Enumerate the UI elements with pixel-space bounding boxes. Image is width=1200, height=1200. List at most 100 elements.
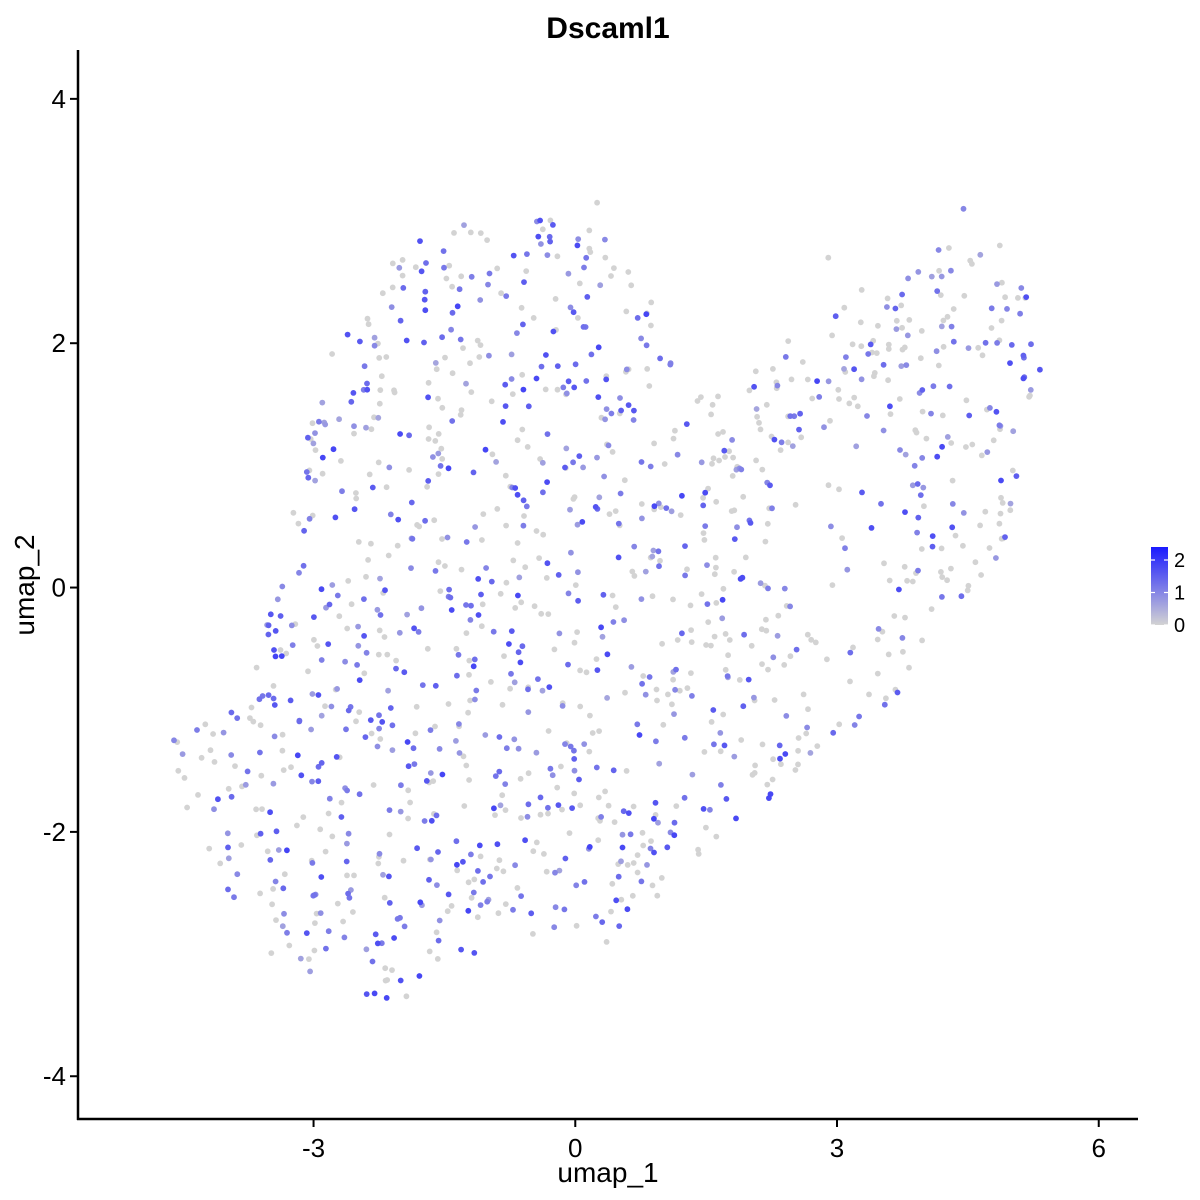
y-tick-label: -2 (43, 817, 66, 847)
cell-point (545, 804, 551, 811)
cell-point (649, 593, 656, 600)
cell-point (718, 782, 724, 788)
cell-point (407, 799, 413, 806)
cell-point (494, 841, 501, 848)
cell-point (433, 929, 440, 936)
cell-point (903, 362, 910, 368)
cell-point (909, 482, 916, 489)
cell-point (325, 641, 332, 647)
cell-point (432, 360, 439, 366)
cell-point (716, 457, 722, 464)
cell-point (600, 591, 607, 598)
cell-point (376, 627, 383, 634)
cell-point (389, 747, 396, 753)
cell-point (982, 508, 989, 515)
cell-point (490, 628, 497, 635)
cell-point (856, 713, 862, 720)
cell-point (593, 764, 600, 771)
cell-point (232, 763, 238, 769)
cell-point (731, 536, 738, 542)
cell-point (506, 641, 512, 647)
cell-point (554, 253, 561, 260)
cell-point (958, 593, 965, 600)
cell-point (379, 719, 386, 725)
cell-point (470, 469, 477, 476)
cell-point (698, 459, 705, 466)
cell-point (763, 401, 770, 408)
cell-point (458, 273, 465, 280)
cell-point (552, 904, 559, 911)
cell-point (572, 582, 579, 588)
cell-point (311, 636, 317, 643)
cell-point (896, 396, 903, 402)
cell-point (999, 500, 1006, 506)
cell-point (639, 829, 646, 836)
cell-point (967, 257, 974, 264)
cell-point (273, 917, 279, 923)
cell-point (487, 873, 493, 880)
cell-point (593, 913, 599, 920)
cell-point (363, 946, 370, 953)
cell-point (477, 342, 484, 348)
cell-point (654, 697, 660, 704)
cell-point (687, 602, 694, 609)
cell-point (517, 659, 524, 666)
cell-point (371, 414, 377, 421)
cell-point (781, 662, 788, 668)
cell-point (664, 844, 671, 851)
x-tick-label: 3 (830, 1133, 844, 1163)
cell-point (1009, 467, 1016, 474)
cell-point (972, 559, 979, 566)
cell-point (713, 564, 719, 571)
cell-point (362, 734, 369, 740)
cell-point (713, 600, 720, 606)
cell-point (671, 819, 678, 826)
cell-point (317, 910, 324, 916)
cell-point (468, 389, 475, 395)
cell-point (787, 603, 793, 610)
cell-point (520, 497, 527, 504)
cell-point (753, 457, 759, 464)
cell-point (719, 596, 726, 603)
cell-point (308, 726, 314, 733)
cell-point (431, 517, 438, 524)
cell-point (726, 637, 733, 643)
cell-point (624, 906, 631, 913)
cell-point (477, 230, 484, 237)
cell-point (499, 701, 506, 708)
cell-point (928, 606, 935, 612)
cell-point (836, 721, 843, 728)
cell-point (194, 727, 200, 733)
cell-point (500, 419, 506, 425)
cell-point (539, 226, 546, 233)
cell-point (334, 592, 341, 599)
cell-point (701, 537, 708, 543)
cell-point (799, 359, 806, 365)
cell-point (648, 838, 654, 844)
cell-point (623, 768, 630, 774)
cell-point (808, 636, 815, 643)
cell-point (650, 547, 657, 554)
cell-point (294, 822, 300, 829)
cell-point (317, 826, 324, 833)
cell-point (428, 817, 435, 824)
cell-point (710, 707, 717, 713)
cell-point (987, 405, 993, 411)
cell-point (206, 845, 213, 852)
cell-point (270, 886, 276, 892)
cell-point (788, 376, 795, 383)
cell-point (426, 948, 433, 955)
cell-point (998, 317, 1005, 324)
cell-point (747, 520, 754, 526)
cell-point (440, 248, 447, 255)
cell-point (253, 664, 260, 671)
cell-point (583, 378, 590, 384)
cell-point (375, 860, 382, 867)
cell-point (425, 379, 432, 386)
cell-point (363, 424, 369, 431)
cell-point (874, 636, 881, 643)
cell-point (571, 384, 578, 391)
cell-point (422, 517, 428, 524)
cell-point (781, 585, 788, 592)
cell-point (521, 513, 527, 519)
